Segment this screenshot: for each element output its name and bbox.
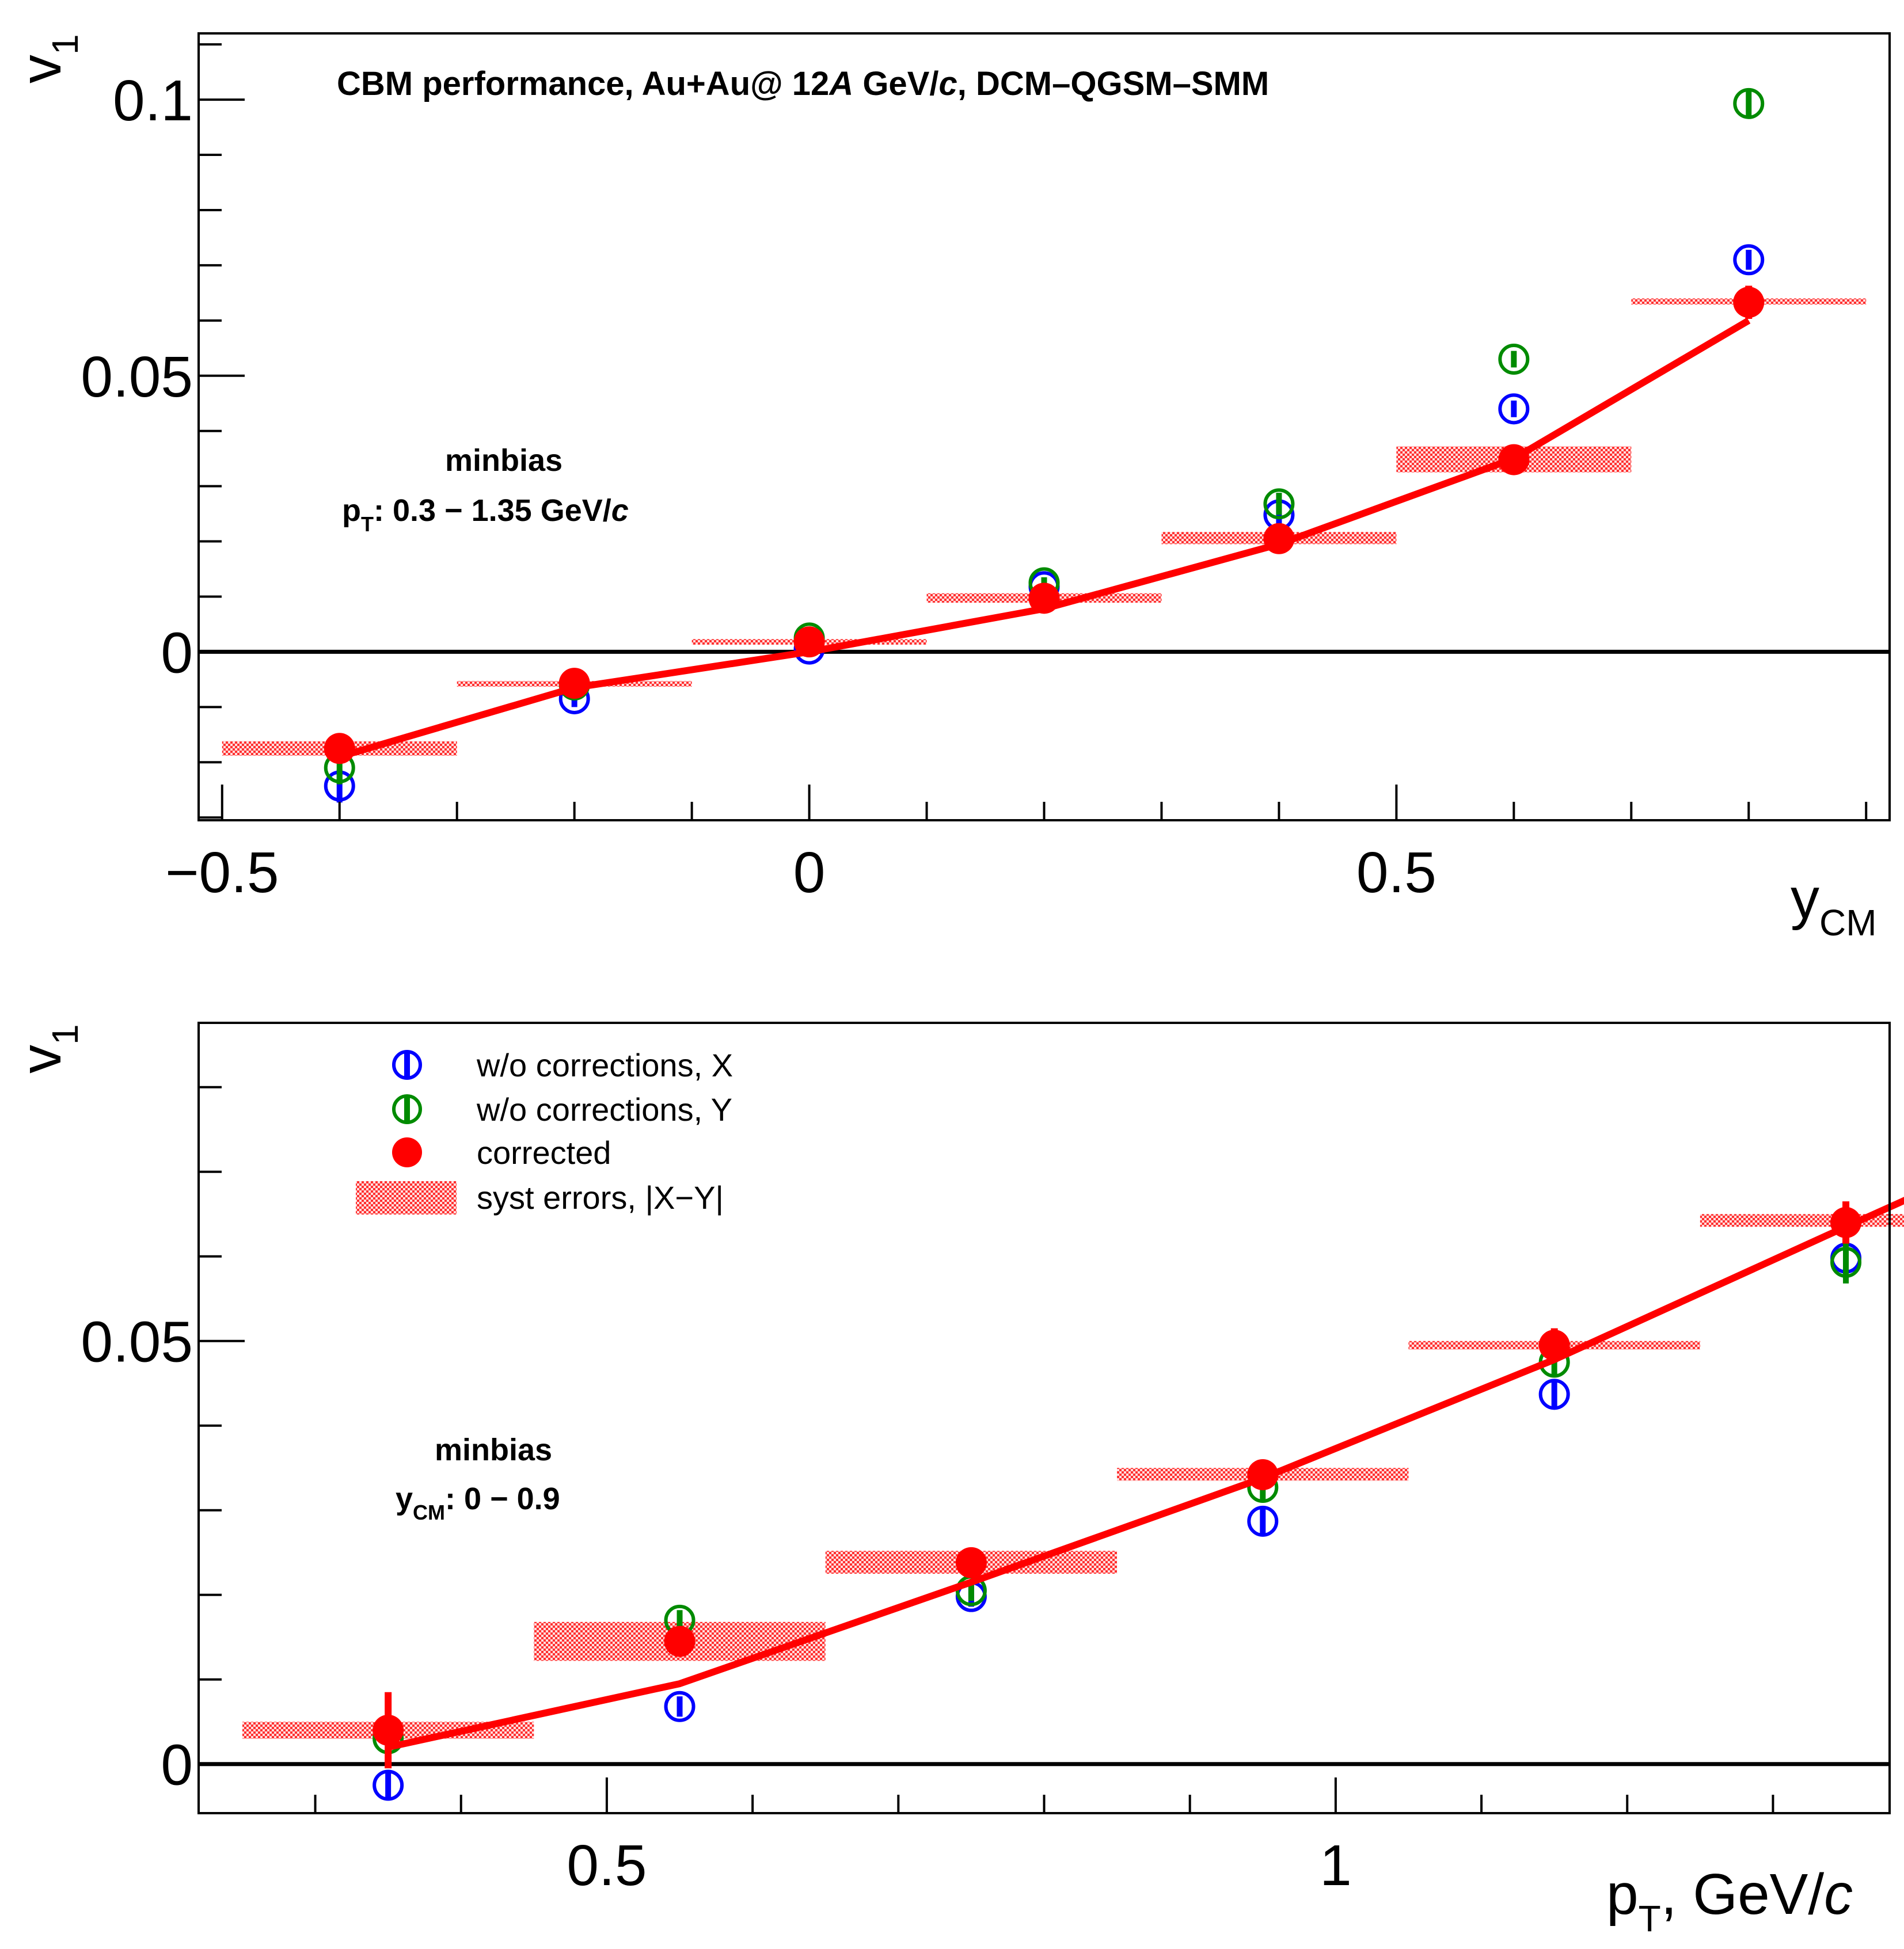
- legend-label-syst: syst errors, |X−Y|: [477, 1179, 724, 1216]
- plot-frame: [197, 1022, 1891, 1814]
- legend-marker-syst: [356, 1181, 457, 1215]
- corrected-points: [324, 286, 1765, 764]
- corrected-point: [1028, 583, 1060, 614]
- panel-bottom-pt: 0.5 1 0 0.05 w/o corrections, X w/o correct…: [9, 1022, 1904, 1939]
- uncorrected-point: [1733, 244, 1765, 276]
- uncorrected-point: [1247, 1505, 1279, 1537]
- x-tick-label: 1: [1320, 1833, 1352, 1898]
- x-tick-label: 0.5: [567, 1833, 647, 1898]
- uncorrected-point: [1263, 488, 1295, 520]
- uncorrected-point: [373, 1769, 404, 1801]
- y-tick-label: 0: [161, 621, 193, 685]
- uncorrected-point: [1830, 1247, 1862, 1278]
- y-tick-label: 0: [161, 1733, 193, 1798]
- legend-label-x: w/o corrections, X: [476, 1047, 733, 1083]
- corrected-point: [1830, 1206, 1862, 1238]
- annotation-pt-range: pT: 0.3 − 1.35 GeV/c: [342, 493, 629, 536]
- x-tick-label: 0.5: [1356, 840, 1436, 905]
- legend-marker-x: [392, 1050, 422, 1080]
- fit-line: [339, 317, 1751, 760]
- legend-label-y: w/o corrections, Y: [476, 1091, 732, 1128]
- legend-label-corrected: corrected: [477, 1135, 611, 1171]
- corrected-point: [955, 1547, 987, 1578]
- x-axis-label: yCM: [1791, 866, 1877, 943]
- uncorrected-point: [1733, 87, 1765, 119]
- corrected-point: [324, 733, 355, 764]
- plot-frame: [197, 32, 1891, 821]
- uncorrected-point: [1498, 393, 1530, 425]
- corrected-point: [558, 668, 590, 699]
- legend-marker-corrected: [392, 1137, 422, 1167]
- corrected-point: [1247, 1459, 1279, 1490]
- corrected-point: [1538, 1330, 1570, 1361]
- axis-ticks: −0.5 0 0.5 0 0.05 0.1: [81, 43, 1868, 905]
- uncorrected-point: [664, 1691, 696, 1722]
- y-axis-label: v1: [9, 34, 86, 83]
- y-axis-label: v1: [9, 1024, 86, 1074]
- annotation-minbias: minbias: [445, 443, 563, 478]
- x-axis-label: pT, GeV/c: [1606, 1862, 1853, 1939]
- legend-marker-y: [392, 1094, 422, 1124]
- axis-ticks: 0.5 1 0 0.05: [81, 1086, 1774, 1898]
- x-tick-label: 0: [793, 840, 826, 905]
- uncorrected-point: [1538, 1379, 1570, 1410]
- uncorrected-point: [1498, 343, 1530, 375]
- corrected-point: [1498, 444, 1530, 475]
- corrected-point: [1263, 523, 1295, 554]
- annotation-ycm-range: yCM: 0 − 0.9: [396, 1482, 560, 1524]
- y-tick-label: 0.05: [81, 1310, 193, 1375]
- legend: w/o corrections, X w/o corrections, Y co…: [356, 1047, 733, 1216]
- y-tick-label: 0.1: [113, 68, 193, 133]
- corrected-point: [1733, 287, 1765, 318]
- annotation-minbias: minbias: [435, 1433, 552, 1467]
- x-tick-label: −0.5: [165, 840, 279, 905]
- corrected-points: [373, 1201, 1862, 1769]
- corrected-point: [793, 626, 825, 658]
- chart-title: CBM performance, Au+Au@ 12A GeV/c, DCM–Q…: [337, 65, 1269, 102]
- panel-top-rapidity: −0.5 0 0.5 0 0.05 0.1 CBM performance, Au+Au@…: [9, 32, 1891, 943]
- corrected-point: [664, 1626, 696, 1657]
- y-tick-label: 0.05: [81, 345, 193, 409]
- corrected-point: [373, 1714, 404, 1746]
